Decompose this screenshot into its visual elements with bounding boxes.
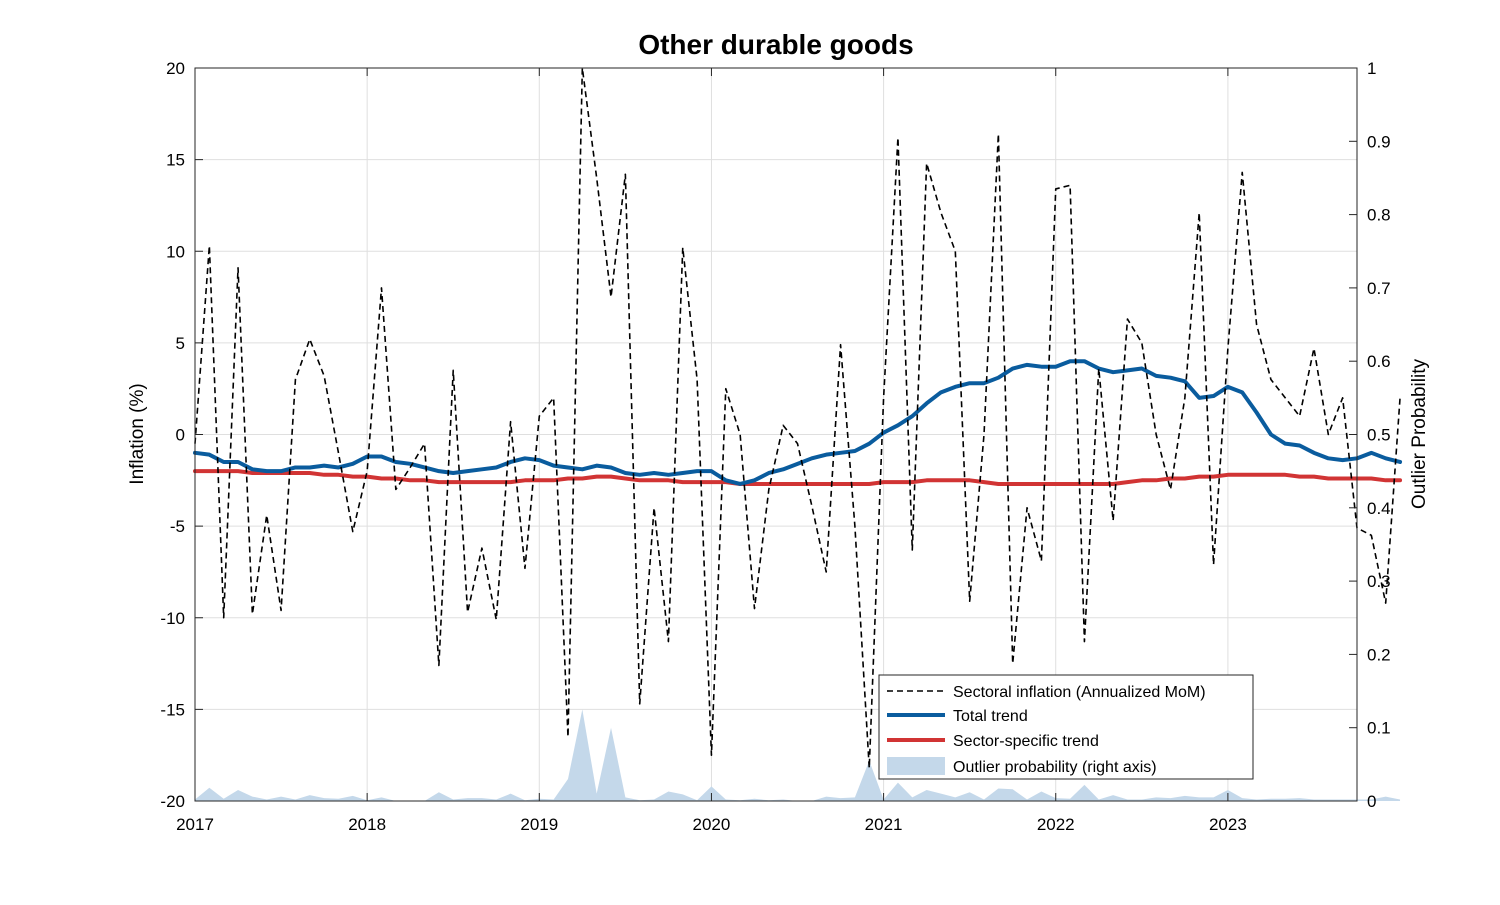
legend-label-outlier: Outlier probability (right axis) <box>953 759 1157 776</box>
y-tick-label: -5 <box>170 517 185 536</box>
x-tick-label: 2017 <box>176 815 214 834</box>
y2-tick-label: 0.3 <box>1367 572 1391 591</box>
legend-swatch-outlier <box>887 757 945 775</box>
y-tick-label: 0 <box>176 426 185 445</box>
x-tick-labels: 2017 2018 2019 2020 2021 2022 2023 <box>176 815 1247 834</box>
y2-tick-label: 0.6 <box>1367 352 1391 371</box>
x-tick-label: 2020 <box>693 815 731 834</box>
y-tick-label: 5 <box>176 334 185 353</box>
y-axis-label: Inflation (%) <box>127 383 148 484</box>
total-trend-line <box>193 359 1403 486</box>
x-tick-label: 2022 <box>1037 815 1075 834</box>
tick-marks <box>194 67 1357 802</box>
y2-tick-labels: 0 0.1 0.2 0.3 0.4 0.5 0.6 0.7 0.8 0.9 1 <box>1367 59 1391 811</box>
y2-tick-label: 0.5 <box>1367 426 1391 445</box>
y2-tick-label: 0.7 <box>1367 279 1391 298</box>
y-tick-labels: -20 -15 -10 -5 0 5 10 15 20 <box>160 59 185 811</box>
y-tick-label: 20 <box>166 59 185 78</box>
series-lines-layer <box>193 67 1403 769</box>
y-tick-label: -10 <box>160 609 185 628</box>
y2-tick-label: 0.4 <box>1367 499 1391 518</box>
y-tick-label: 10 <box>166 242 185 261</box>
y2-tick-label: 0.8 <box>1367 206 1391 225</box>
x-tick-label: 2021 <box>865 815 903 834</box>
x-tick-label: 2018 <box>348 815 386 834</box>
y2-tick-label: 0.1 <box>1367 719 1391 738</box>
y2-tick-label: 1 <box>1367 59 1376 78</box>
y-tick-label: -15 <box>160 700 185 719</box>
y2-axis-label: Outlier Probability <box>1409 359 1430 509</box>
x-tick-label: 2019 <box>520 815 558 834</box>
y-tick-label: -20 <box>160 792 185 811</box>
x-tick-label: 2023 <box>1209 815 1247 834</box>
y-tick-label: 15 <box>166 151 185 170</box>
chart-title: Other durable goods <box>638 29 913 60</box>
y2-tick-label: 0.2 <box>1367 645 1391 664</box>
legend-label-sector-trend: Sector-specific trend <box>953 733 1099 750</box>
y2-tick-label: 0.9 <box>1367 132 1391 151</box>
legend-label-total-trend: Total trend <box>953 708 1028 725</box>
legend-label-sectoral: Sectoral inflation (Annualized MoM) <box>953 684 1206 701</box>
sectoral-inflation-line <box>194 67 1401 769</box>
y2-tick-label: 0 <box>1367 792 1376 811</box>
legend: Sectoral inflation (Annualized MoM) Tota… <box>878 674 1254 780</box>
